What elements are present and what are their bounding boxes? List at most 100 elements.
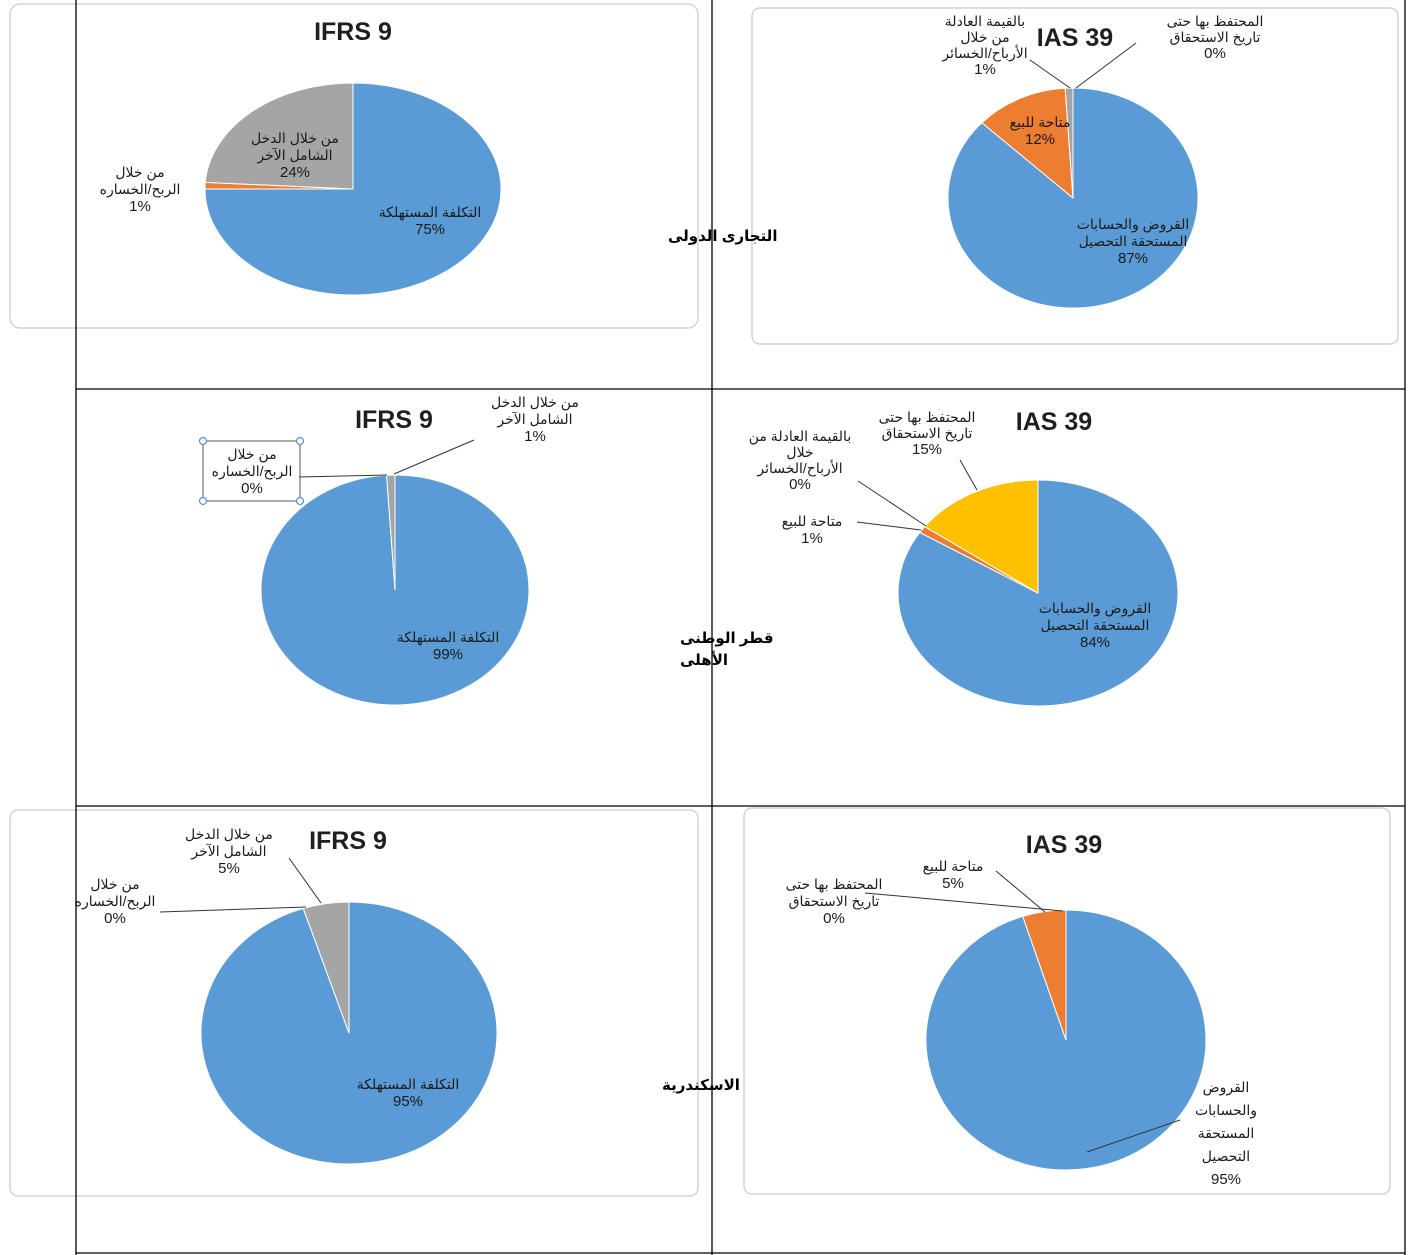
chart-title-cib-ias39: IAS 39 — [1037, 24, 1113, 52]
slice-label: المستحقة — [1198, 1125, 1255, 1141]
slice-percent-label: 1% — [801, 530, 823, 547]
slice-label: الشامل الآخر — [190, 843, 266, 860]
slice-label: الربح/الخساره — [75, 893, 156, 910]
slice-label: التكلفة المستهلكة — [397, 629, 500, 646]
slice-percent-label: 1% — [129, 198, 151, 215]
bank-name-alex: الاسكندرية — [662, 1077, 740, 1094]
chart-title-cib-ifrs9: IFRS 9 — [314, 18, 392, 46]
slice-percent-label: 95% — [1211, 1171, 1241, 1188]
resize-handle[interactable] — [295, 496, 305, 506]
slice-percent-label: 1% — [524, 428, 546, 445]
slice-label: من خلال — [227, 446, 276, 463]
slice-label: المحتفظ بها حتى — [879, 409, 976, 426]
slice-percent-label: 24% — [280, 164, 310, 181]
slice-label: الشامل الآخر — [256, 147, 332, 164]
bank-labels: التجارى الدولى قطر الوطنى الأهلى الاسكند… — [662, 228, 777, 1094]
slice-label: من خلال الدخل — [491, 394, 579, 411]
chart-title-qnb-ias39: IAS 39 — [1016, 408, 1092, 436]
slice-label: بالقيمة العادلة من — [749, 428, 851, 445]
slice-label: متاحة للبيع — [923, 858, 984, 875]
slice-label: متاحة للبيع — [1010, 114, 1071, 131]
slice-percent-label: 87% — [1118, 250, 1148, 267]
resize-handle[interactable] — [295, 436, 305, 446]
slice-percent-label: 1% — [974, 61, 996, 78]
slice-percent-label: 75% — [415, 221, 445, 238]
slice-percent-label: 0% — [789, 476, 811, 493]
pie-slice — [981, 87, 1074, 200]
pie-slice — [204, 82, 354, 190]
slice-label: خلال — [786, 444, 813, 460]
slice-label: من خلال — [115, 164, 164, 181]
slice-percent-label: 99% — [433, 646, 463, 663]
leader-line — [1075, 42, 1137, 89]
slice-label: القروض والحسابات — [1039, 600, 1152, 617]
slice-label: الشامل الآخر — [496, 411, 572, 428]
bank-name-cib: التجارى الدولى — [668, 228, 777, 245]
slice-label: المستحقة التحصيل — [1079, 233, 1188, 249]
slice-percent-label: 0% — [104, 910, 126, 927]
slice-label: المستحقة التحصيل — [1041, 617, 1150, 633]
table-grid — [75, 0, 1406, 1255]
leader-line — [159, 906, 307, 913]
leader-line — [1086, 1119, 1181, 1153]
slice-label: تاريخ الاستحقاق — [789, 893, 880, 910]
bank-name-qnb-line2: الأهلى — [680, 651, 728, 669]
slice-label: القروض والحسابات — [1077, 216, 1190, 233]
slice-label: متاحة للبيع — [782, 513, 843, 530]
pie-slice — [947, 87, 1199, 309]
leader-line — [857, 480, 927, 527]
slice-percent-label: 15% — [912, 441, 942, 458]
slice-label: الأرباح/الخسائر — [941, 44, 1027, 62]
resize-handle[interactable] — [198, 496, 208, 506]
slice-label: من خلال — [960, 29, 1009, 46]
slice-label: التكلفة المستهلكة — [357, 1076, 460, 1093]
chart-title-alex-ias39: IAS 39 — [1026, 831, 1102, 859]
slice-percent-label: 0% — [241, 480, 263, 497]
slice-label: تاريخ الاستحقاق — [882, 425, 973, 442]
pie-alex-ias39: القروض والحسابات المستحقة التحصيل 95% متاحة ل… — [786, 858, 1257, 1188]
slice-label: من خلال — [90, 876, 139, 893]
slice-label: الربح/الخساره — [100, 181, 181, 198]
pie-slice — [923, 479, 1039, 594]
slice-percent-label: 95% — [393, 1093, 423, 1110]
chart-title-alex-ifrs9: IFRS 9 — [309, 827, 387, 855]
slice-percent-label: 84% — [1080, 634, 1110, 651]
slice-label: بالقيمة العادلة — [945, 13, 1025, 29]
slice-percent-label: 12% — [1025, 131, 1055, 148]
pie-slice — [302, 901, 350, 1034]
slice-label: القروض — [1203, 1079, 1250, 1096]
slice-percent-label: 0% — [823, 910, 845, 927]
slice-percent-label: 5% — [942, 875, 964, 892]
label-selection-box[interactable] — [202, 440, 301, 502]
leader-line — [288, 857, 322, 904]
leader-line — [959, 459, 978, 491]
leader-line — [995, 870, 1046, 913]
chart-titles: IFRS 9 IAS 39 IFRS 9 IAS 39 IFRS 9 IAS 3… — [309, 18, 1113, 859]
pie-slice — [897, 479, 1179, 707]
slice-label: الأرباح/الخسائر — [756, 459, 842, 477]
slice-percent-label: 5% — [218, 860, 240, 877]
slice-label: التحصيل — [1202, 1148, 1250, 1164]
slice-label: المحتفظ بها حتى — [786, 876, 883, 893]
bank-name-qnb-line1: قطر الوطنى — [680, 630, 774, 647]
slice-label: من خلال الدخل — [185, 826, 273, 843]
pie-slice — [1064, 87, 1074, 199]
leader-line — [393, 439, 475, 475]
slice-label: من خلال الدخل — [251, 130, 339, 147]
leader-line — [856, 521, 922, 531]
resize-handle[interactable] — [198, 436, 208, 446]
leader-line — [864, 892, 1064, 912]
slice-label: تاريخ الاستحقاق — [1170, 29, 1261, 46]
slice-label: المحتفظ بها حتى — [1167, 13, 1264, 30]
leader-line — [298, 474, 388, 478]
chart-title-qnb-ifrs9: IFRS 9 — [355, 406, 433, 434]
slice-label: الربح/الخساره — [212, 463, 293, 480]
slice-label: التكلفة المستهلكة — [379, 204, 482, 221]
